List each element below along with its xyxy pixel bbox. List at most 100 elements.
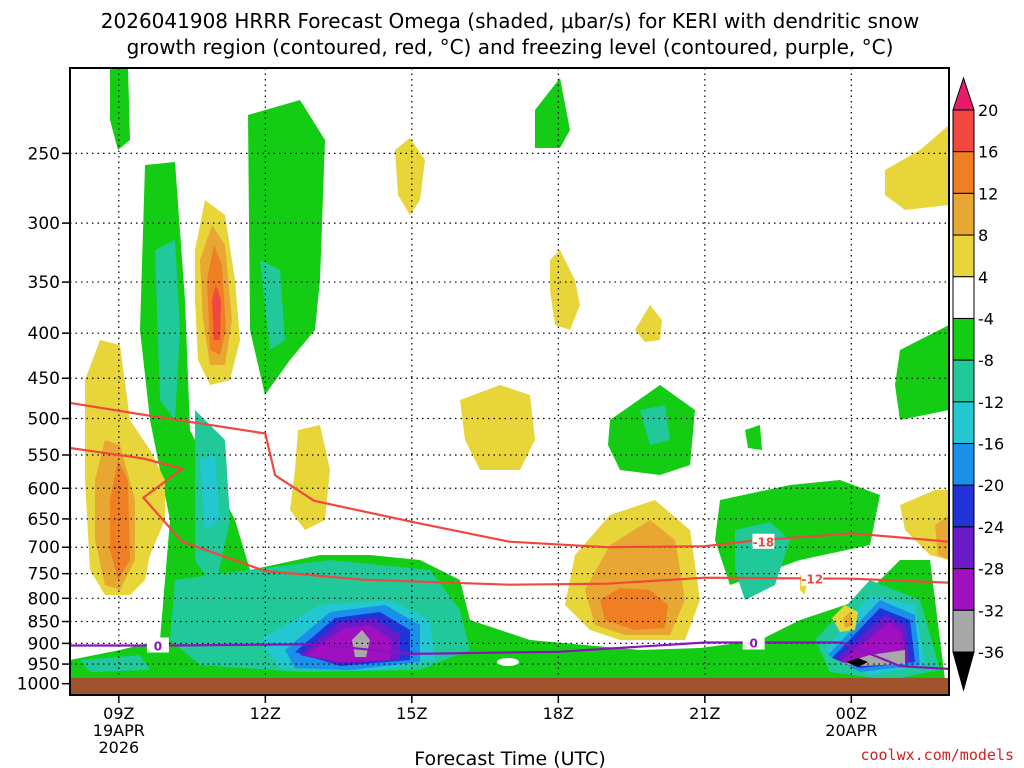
colorbar-legend: 20 16 12 8 4 -4 -8 -12 -16 -20 -24 -28 -32 -36	[952, 76, 1004, 692]
y-tick-label: 800	[28, 589, 60, 609]
omega-region-green	[895, 325, 949, 420]
x-tick-label: 00Z	[836, 704, 867, 723]
colorbar-swatch	[952, 317, 975, 361]
x-tick-date: 19APR	[93, 721, 145, 740]
colorbar-swatch	[952, 526, 975, 570]
colorbar-swatch	[952, 609, 975, 653]
y-tick-label: 250	[28, 144, 60, 164]
colorbar-label: -36	[978, 643, 1004, 662]
colorbar-swatch-bottom	[952, 651, 975, 692]
y-tick-label: 450	[28, 369, 60, 389]
colorbar-swatch	[952, 484, 975, 528]
omega-region-green	[248, 100, 325, 395]
contour-label-bg	[752, 533, 775, 549]
omega-region-teal	[640, 405, 670, 445]
x-tick-label: 18Z	[543, 704, 574, 723]
ground-surface	[70, 677, 949, 695]
colorbar-label: -20	[978, 476, 1004, 495]
x-axis-label: Forecast Time (UTC)	[414, 748, 605, 768]
y-tick-label: 1000	[17, 675, 60, 695]
colorbar-swatch	[952, 234, 975, 278]
contour-labels: -18 -12 0 0	[146, 533, 824, 654]
colorbar-swatch	[952, 443, 975, 486]
y-tick-label: 650	[28, 510, 60, 530]
omega-region-green	[110, 68, 130, 150]
colorbar-label: 4	[978, 268, 988, 287]
omega-region-teal	[155, 240, 180, 420]
contour-dendritic-lower	[70, 446, 949, 586]
omega-shading	[70, 68, 949, 695]
omega-region-green	[745, 425, 762, 450]
omega-region-yellow	[290, 425, 330, 530]
omega-region-magenta	[305, 625, 392, 662]
omega-region-orange	[110, 460, 130, 580]
colorbar-label: -4	[978, 309, 994, 328]
colorbar-swatch	[952, 401, 975, 445]
contour-label: -12	[801, 573, 823, 587]
colorbar-swatch	[952, 192, 975, 236]
colorbar-swatch-top	[952, 76, 975, 111]
omega-region-gold	[935, 515, 949, 560]
y-tick-label: 500	[28, 410, 60, 430]
colorbar-label: 16	[978, 143, 998, 162]
omega-region-cyan	[200, 455, 220, 530]
x-tick-label: 15Z	[396, 704, 427, 723]
omega-region-teal	[735, 522, 790, 600]
contour-label: -18	[753, 536, 775, 550]
x-tick-label: 21Z	[689, 704, 720, 723]
colorbar-label: -12	[978, 393, 1004, 412]
colorbar-label: -24	[978, 518, 1004, 537]
contour-label-bg	[742, 634, 765, 650]
y-tick-label: 550	[28, 446, 60, 466]
omega-region-white	[497, 658, 519, 666]
contour-label-bg	[801, 570, 824, 586]
colorbar-label: 12	[978, 184, 998, 203]
chart-title-line2: growth region (contoured, red, °C) and f…	[127, 35, 894, 59]
colorbar-swatch	[952, 568, 975, 611]
x-tick-label: 09Z	[103, 704, 134, 723]
omega-region-orange	[600, 588, 668, 630]
colorbar-swatch	[952, 151, 975, 194]
y-tick-label: 600	[28, 479, 60, 499]
colorbar-label: -8	[978, 351, 994, 370]
contour-label: 0	[749, 637, 757, 651]
y-axis: 2503003504004505005506006507007508008509…	[17, 144, 70, 695]
y-tick-label: 400	[28, 324, 60, 344]
y-tick-label: 700	[28, 538, 60, 558]
x-tick-label: 12Z	[250, 704, 281, 723]
chart-title-line1: 2026041908 HRRR Forecast Omega (shaded, …	[101, 9, 919, 33]
y-tick-label: 950	[28, 655, 60, 675]
y-tick-label: 350	[28, 273, 60, 293]
omega-region-green	[535, 78, 570, 148]
x-tick-date: 20APR	[825, 721, 877, 740]
omega-region-yellow	[395, 138, 425, 215]
contour-label-bg	[146, 637, 169, 653]
plot-frame	[69, 67, 950, 696]
omega-region-green	[70, 162, 949, 695]
y-tick-label: 750	[28, 565, 60, 585]
colorbar-label: 20	[978, 101, 998, 120]
y-tick-label: 850	[28, 613, 60, 633]
omega-region-red	[212, 285, 221, 340]
contour-freezing-level	[70, 641, 949, 670]
x-tick-year: 2026	[98, 738, 139, 757]
omega-region-teal	[260, 260, 285, 350]
colorbar-swatch	[952, 276, 975, 319]
colorbar-label: -28	[978, 560, 1004, 579]
colorbar-label: 8	[978, 226, 988, 245]
y-tick-label: 900	[28, 634, 60, 654]
contour-label: 0	[154, 640, 162, 654]
omega-region-gold	[843, 612, 853, 628]
colorbar-swatch	[952, 109, 975, 153]
omega-region-yellow	[885, 125, 949, 210]
omega-region-black	[846, 658, 868, 667]
colorbar-label: -32	[978, 601, 1004, 620]
omega-region-yellow	[550, 250, 580, 330]
colorbar-swatch	[952, 359, 975, 403]
omega-region-yellow	[460, 385, 535, 470]
colorbar-label: -16	[978, 435, 1004, 454]
credit-link[interactable]: coolwx.com/models	[860, 746, 1014, 764]
omega-region-yellow	[635, 305, 662, 342]
